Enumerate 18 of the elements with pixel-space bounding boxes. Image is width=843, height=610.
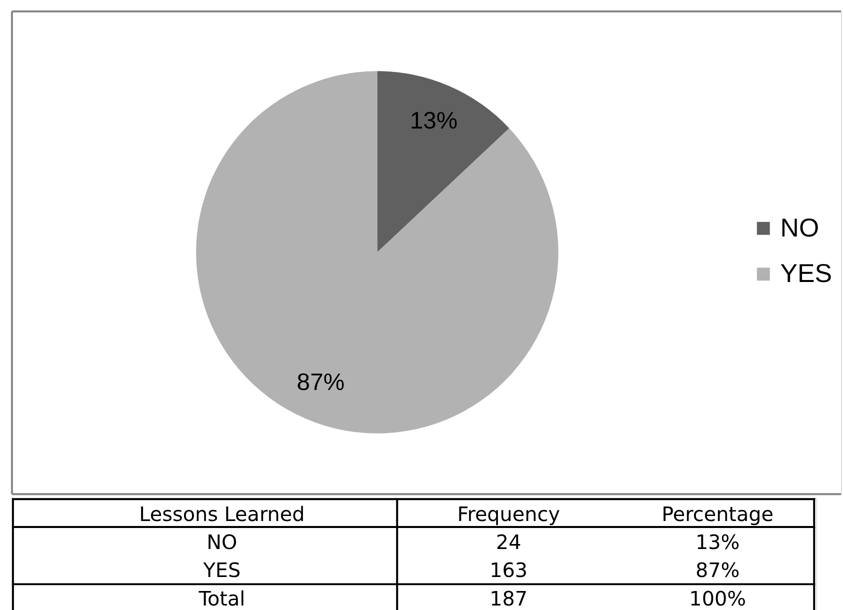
data-label: 24 bbox=[496, 530, 522, 554]
data-label: 163 bbox=[490, 559, 528, 582]
category-label: NO bbox=[206, 530, 238, 554]
text: Frequency bbox=[457, 502, 560, 526]
legend-label: YES bbox=[780, 260, 832, 288]
data-label: 13% bbox=[410, 108, 458, 135]
data-label: 13% bbox=[695, 530, 740, 554]
category-label: Total bbox=[198, 588, 246, 610]
text: Percentage bbox=[662, 502, 774, 526]
data-label: 100% bbox=[689, 588, 746, 610]
data-label: 187 bbox=[490, 588, 528, 610]
data-label: 87% bbox=[695, 559, 740, 582]
text: Lessons Learned bbox=[139, 502, 305, 526]
pie-slice bbox=[377, 71, 510, 252]
pie-slice bbox=[196, 71, 558, 434]
category-label: YES bbox=[202, 559, 241, 582]
legend-label: NO bbox=[780, 214, 820, 242]
data-label: 87% bbox=[296, 368, 345, 396]
